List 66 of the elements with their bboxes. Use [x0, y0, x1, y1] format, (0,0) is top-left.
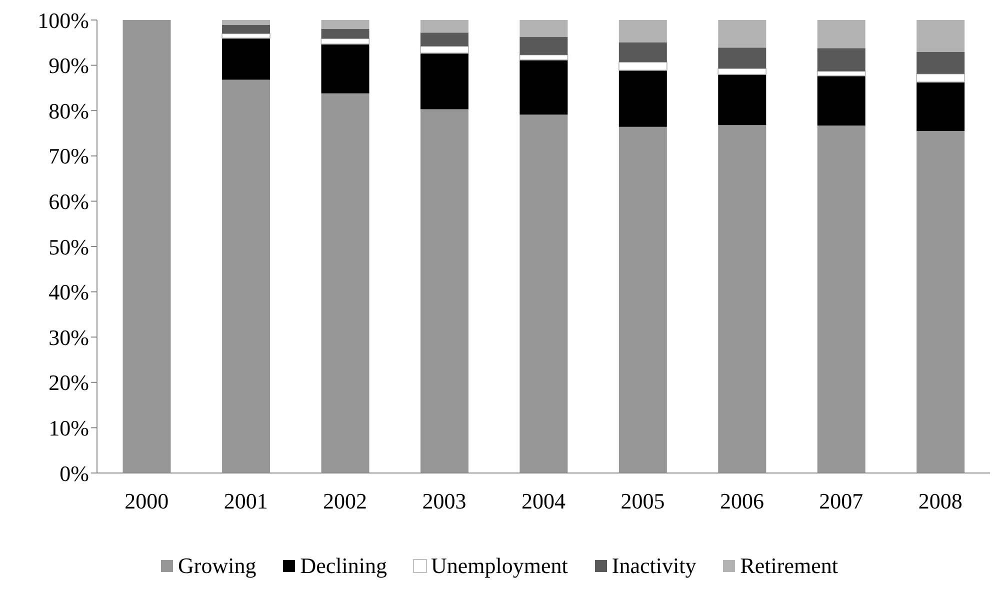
legend-label: Retirement	[740, 553, 838, 579]
bar	[122, 20, 171, 473]
bar	[916, 20, 965, 52]
y-tick-label: 50%	[48, 234, 89, 260]
bar	[321, 44, 370, 94]
bar	[718, 48, 766, 68]
bar	[916, 52, 965, 74]
legend-label: Unemployment	[431, 553, 568, 579]
bar	[718, 125, 766, 473]
x-tick-label: 2001	[224, 488, 268, 514]
bar	[916, 82, 965, 131]
bar	[520, 114, 568, 473]
bar	[618, 62, 668, 71]
bar	[916, 130, 965, 473]
x-tick-label: 2000	[124, 488, 169, 514]
bar	[420, 53, 468, 110]
legend-label: Declining	[300, 553, 388, 579]
bar	[618, 20, 667, 42]
legend-label: Inactivity	[612, 553, 696, 579]
bar	[718, 20, 766, 48]
y-tick-label: 70%	[48, 144, 89, 169]
bar	[817, 76, 866, 126]
y-tick-label: 90%	[48, 53, 89, 78]
bar	[420, 20, 468, 33]
bar	[320, 38, 370, 45]
x-tick-label: 2004	[522, 488, 566, 514]
x-tick-label: 2008	[918, 488, 962, 514]
bar	[618, 126, 667, 473]
x-tick-label: 2005	[620, 488, 665, 514]
bar	[520, 60, 568, 115]
bar	[618, 42, 667, 62]
bar	[520, 36, 568, 55]
x-tick-label: 2002	[323, 488, 368, 514]
bar	[222, 24, 270, 34]
bar	[321, 29, 370, 39]
y-tick-label: 100%	[38, 8, 89, 33]
y-tick-label: 10%	[48, 416, 89, 441]
y-tick-label: 60%	[48, 189, 89, 214]
bar	[718, 68, 767, 75]
bar	[718, 74, 766, 126]
bar	[222, 20, 270, 25]
bar	[222, 38, 270, 80]
bar	[817, 48, 866, 72]
x-tick-label: 2007	[819, 488, 864, 514]
x-tick-label: 2006	[720, 488, 764, 514]
y-tick-label: 80%	[48, 98, 89, 124]
bar	[420, 46, 469, 54]
bar	[321, 93, 370, 473]
bar	[816, 70, 866, 76]
bar	[222, 33, 271, 39]
legend-label: Growing	[178, 553, 256, 579]
bar	[520, 20, 568, 37]
bar	[420, 109, 468, 473]
bar	[618, 70, 667, 127]
x-tick-label: 2003	[422, 488, 466, 514]
bar	[817, 20, 866, 48]
y-tick-label: 0%	[60, 460, 89, 486]
bar	[817, 126, 866, 473]
bar	[222, 80, 270, 473]
bar	[916, 73, 966, 83]
bar	[519, 54, 568, 60]
bar	[321, 20, 370, 30]
bar	[420, 32, 468, 46]
y-tick-label: 20%	[48, 370, 89, 396]
y-tick-label: 40%	[48, 280, 89, 305]
y-tick-label: 30%	[48, 324, 89, 350]
